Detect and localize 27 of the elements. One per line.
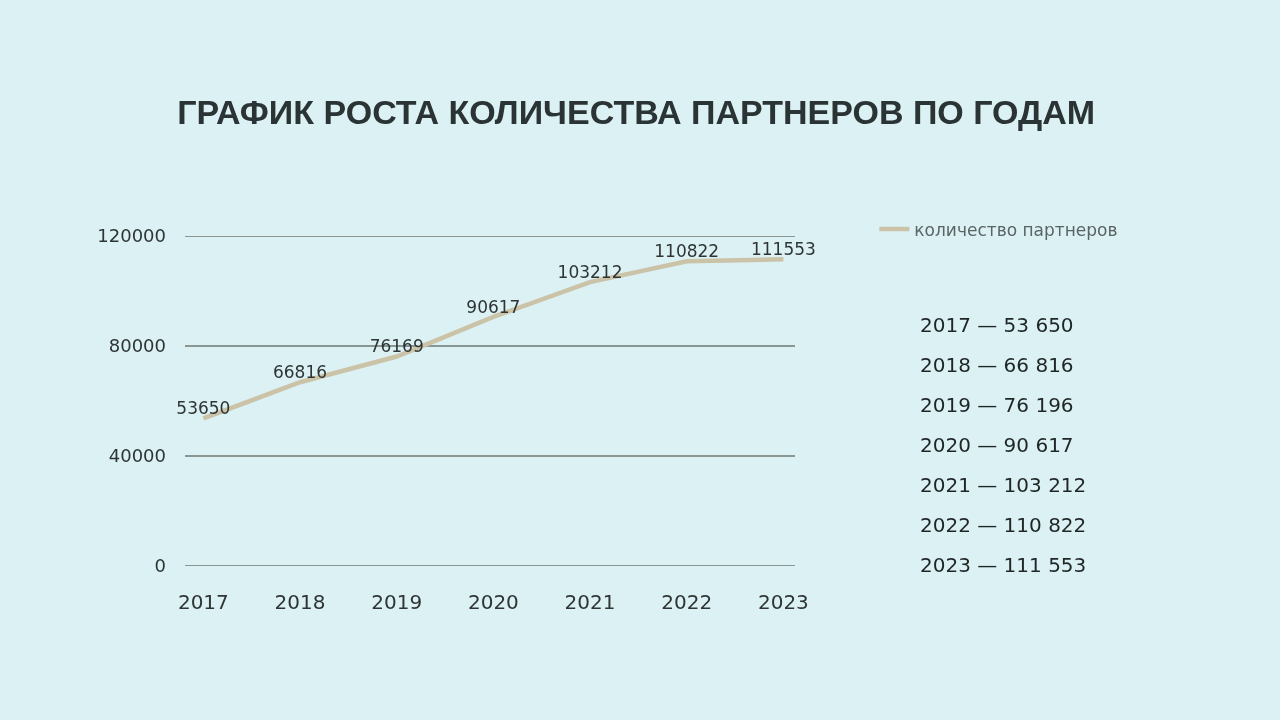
- legend-label: количество партнеров: [914, 219, 1118, 240]
- y-tick-label: 0: [154, 555, 166, 577]
- data-label: 76169: [369, 336, 424, 357]
- data-label: 53650: [176, 398, 231, 419]
- text: 2021 — 103 212: [920, 473, 1087, 497]
- text: 2020 — 90 617: [920, 433, 1074, 457]
- data-label: 103212: [557, 261, 623, 282]
- x-tick-label: 2020: [467, 590, 519, 614]
- text: 2018 — 66 816: [920, 353, 1074, 377]
- x-tick-label: 2021: [564, 590, 616, 614]
- y-tick-label: 80000: [108, 335, 166, 357]
- chart-title: ГРАФИК РОСТА КОЛИЧЕСТВА ПАРТНЕРОВ ПО ГОДАМ: [177, 92, 1096, 131]
- data-label: 90617: [466, 296, 521, 317]
- data-label: 111553: [750, 238, 816, 259]
- x-tick-label: 2018: [274, 590, 326, 614]
- x-tick-label: 2023: [757, 590, 809, 614]
- text: 2022 — 110 822: [920, 513, 1087, 537]
- x-tick-label: 2017: [177, 590, 229, 614]
- data-label: 66816: [272, 362, 328, 383]
- text: 2023 — 111 553: [920, 553, 1087, 577]
- data-label: 110822: [654, 240, 720, 261]
- y-tick-label: 120000: [97, 225, 166, 247]
- x-tick-label: 2022: [661, 590, 713, 614]
- text: 2017 — 53 650: [920, 313, 1074, 337]
- y-tick-label: 40000: [108, 445, 166, 467]
- text: 2019 — 76 196: [920, 393, 1074, 417]
- x-tick-label: 2019: [371, 590, 423, 614]
